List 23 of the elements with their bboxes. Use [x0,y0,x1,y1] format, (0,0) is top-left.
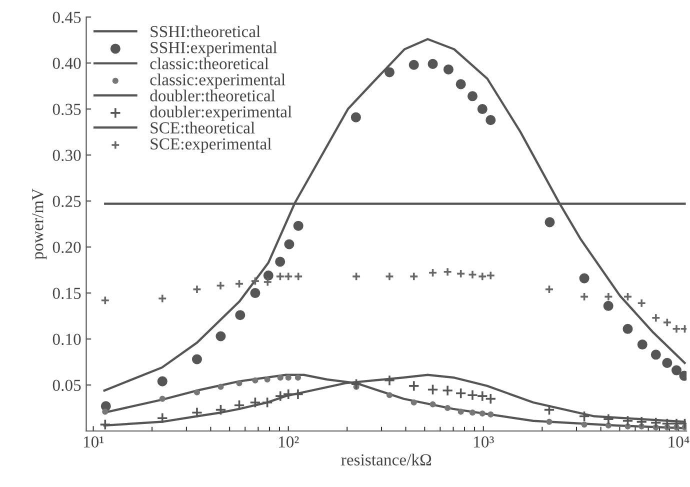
y-tick-label: 0.45 [52,12,81,24]
legend-label: doubler:theoretical [150,90,276,102]
x-axis-title: resistance/kΩ [341,454,432,466]
y-tick-label: 0.10 [52,334,81,346]
x-tick-label: 10³ [474,436,494,448]
x-tick-label: 10¹ [84,436,104,448]
y-tick-label: 0.35 [52,104,81,116]
legend-label: SSHI:experimental [150,42,277,57]
x-tick-label: 10⁴ [668,436,690,448]
y-tick-label: 0.05 [52,380,81,392]
y-tick-label: 0.15 [52,288,81,300]
y-tick-label: 0.20 [52,242,81,254]
legend-label: SSHI:theoretical [150,25,260,38]
y-tick-label: 0.25 [52,196,81,208]
legend-label: classic:theoretical [150,58,269,70]
y-tick-label: 0.40 [52,58,81,70]
legend-label: SCE:experimental [150,138,272,153]
legend-label: classic:experimental [150,74,286,89]
legend-label: doubler:experimental [150,106,292,121]
legend-label: SCE:theoretical [150,122,255,134]
x-tick-label: 10² [279,436,299,448]
y-tick-label: 0.30 [52,150,81,162]
y-axis-title: power/mV [32,188,47,260]
